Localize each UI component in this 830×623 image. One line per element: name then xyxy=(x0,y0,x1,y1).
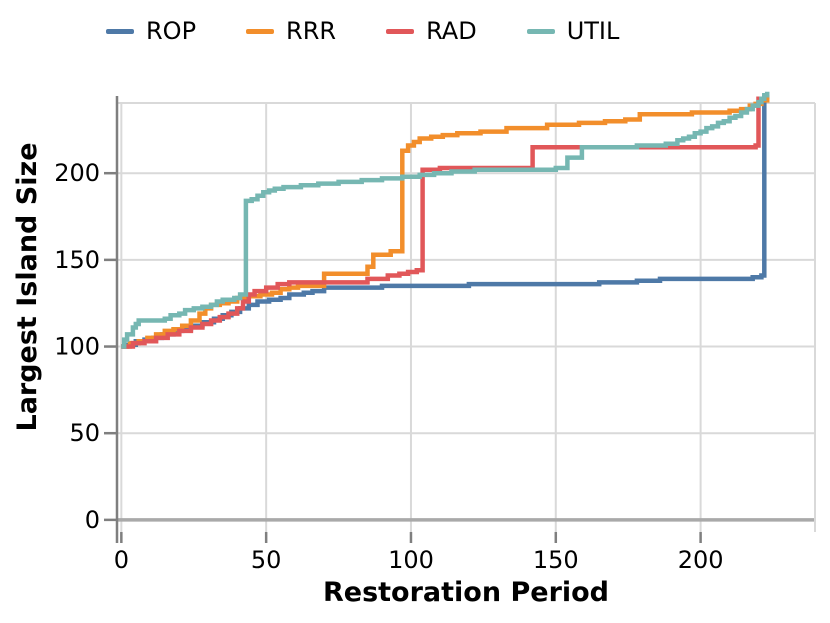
legend-item-RRR: RRR xyxy=(246,16,336,46)
y-tick-label: 150 xyxy=(54,246,100,274)
legend-label: UTIL xyxy=(566,17,620,45)
y-tick-label: 50 xyxy=(69,419,100,447)
chart-legend: ROP RRR RAD UTIL xyxy=(106,16,619,46)
x-tick-label: 50 xyxy=(251,546,282,574)
legend-swatch-UTIL xyxy=(526,28,555,34)
x-tick-label: 150 xyxy=(533,546,579,574)
legend-label: ROP xyxy=(146,17,197,45)
legend-item-ROP: ROP xyxy=(106,16,196,46)
y-tick-label: 200 xyxy=(54,159,100,187)
legend-swatch-RAD xyxy=(386,28,415,34)
legend-label: RRR xyxy=(286,17,337,45)
y-tick-label: 0 xyxy=(85,506,100,534)
x-tick-label: 100 xyxy=(388,546,434,574)
series-line-RRR xyxy=(121,95,770,349)
series-line-UTIL xyxy=(121,91,770,349)
legend-label: RAD xyxy=(426,17,477,45)
y-tick-label: 100 xyxy=(54,333,100,361)
x-tick-label: 200 xyxy=(678,546,724,574)
x-axis-title: Restoration Period xyxy=(322,577,610,608)
y-axis-title: Largest Island Size xyxy=(12,142,43,432)
legend-item-RAD: RAD xyxy=(386,16,477,46)
x-tick-label: 0 xyxy=(114,546,129,574)
legend-item-UTIL: UTIL xyxy=(526,16,620,46)
legend-swatch-ROP xyxy=(106,28,134,34)
series-line-RAD xyxy=(121,96,767,349)
legend-swatch-RRR xyxy=(246,28,275,34)
